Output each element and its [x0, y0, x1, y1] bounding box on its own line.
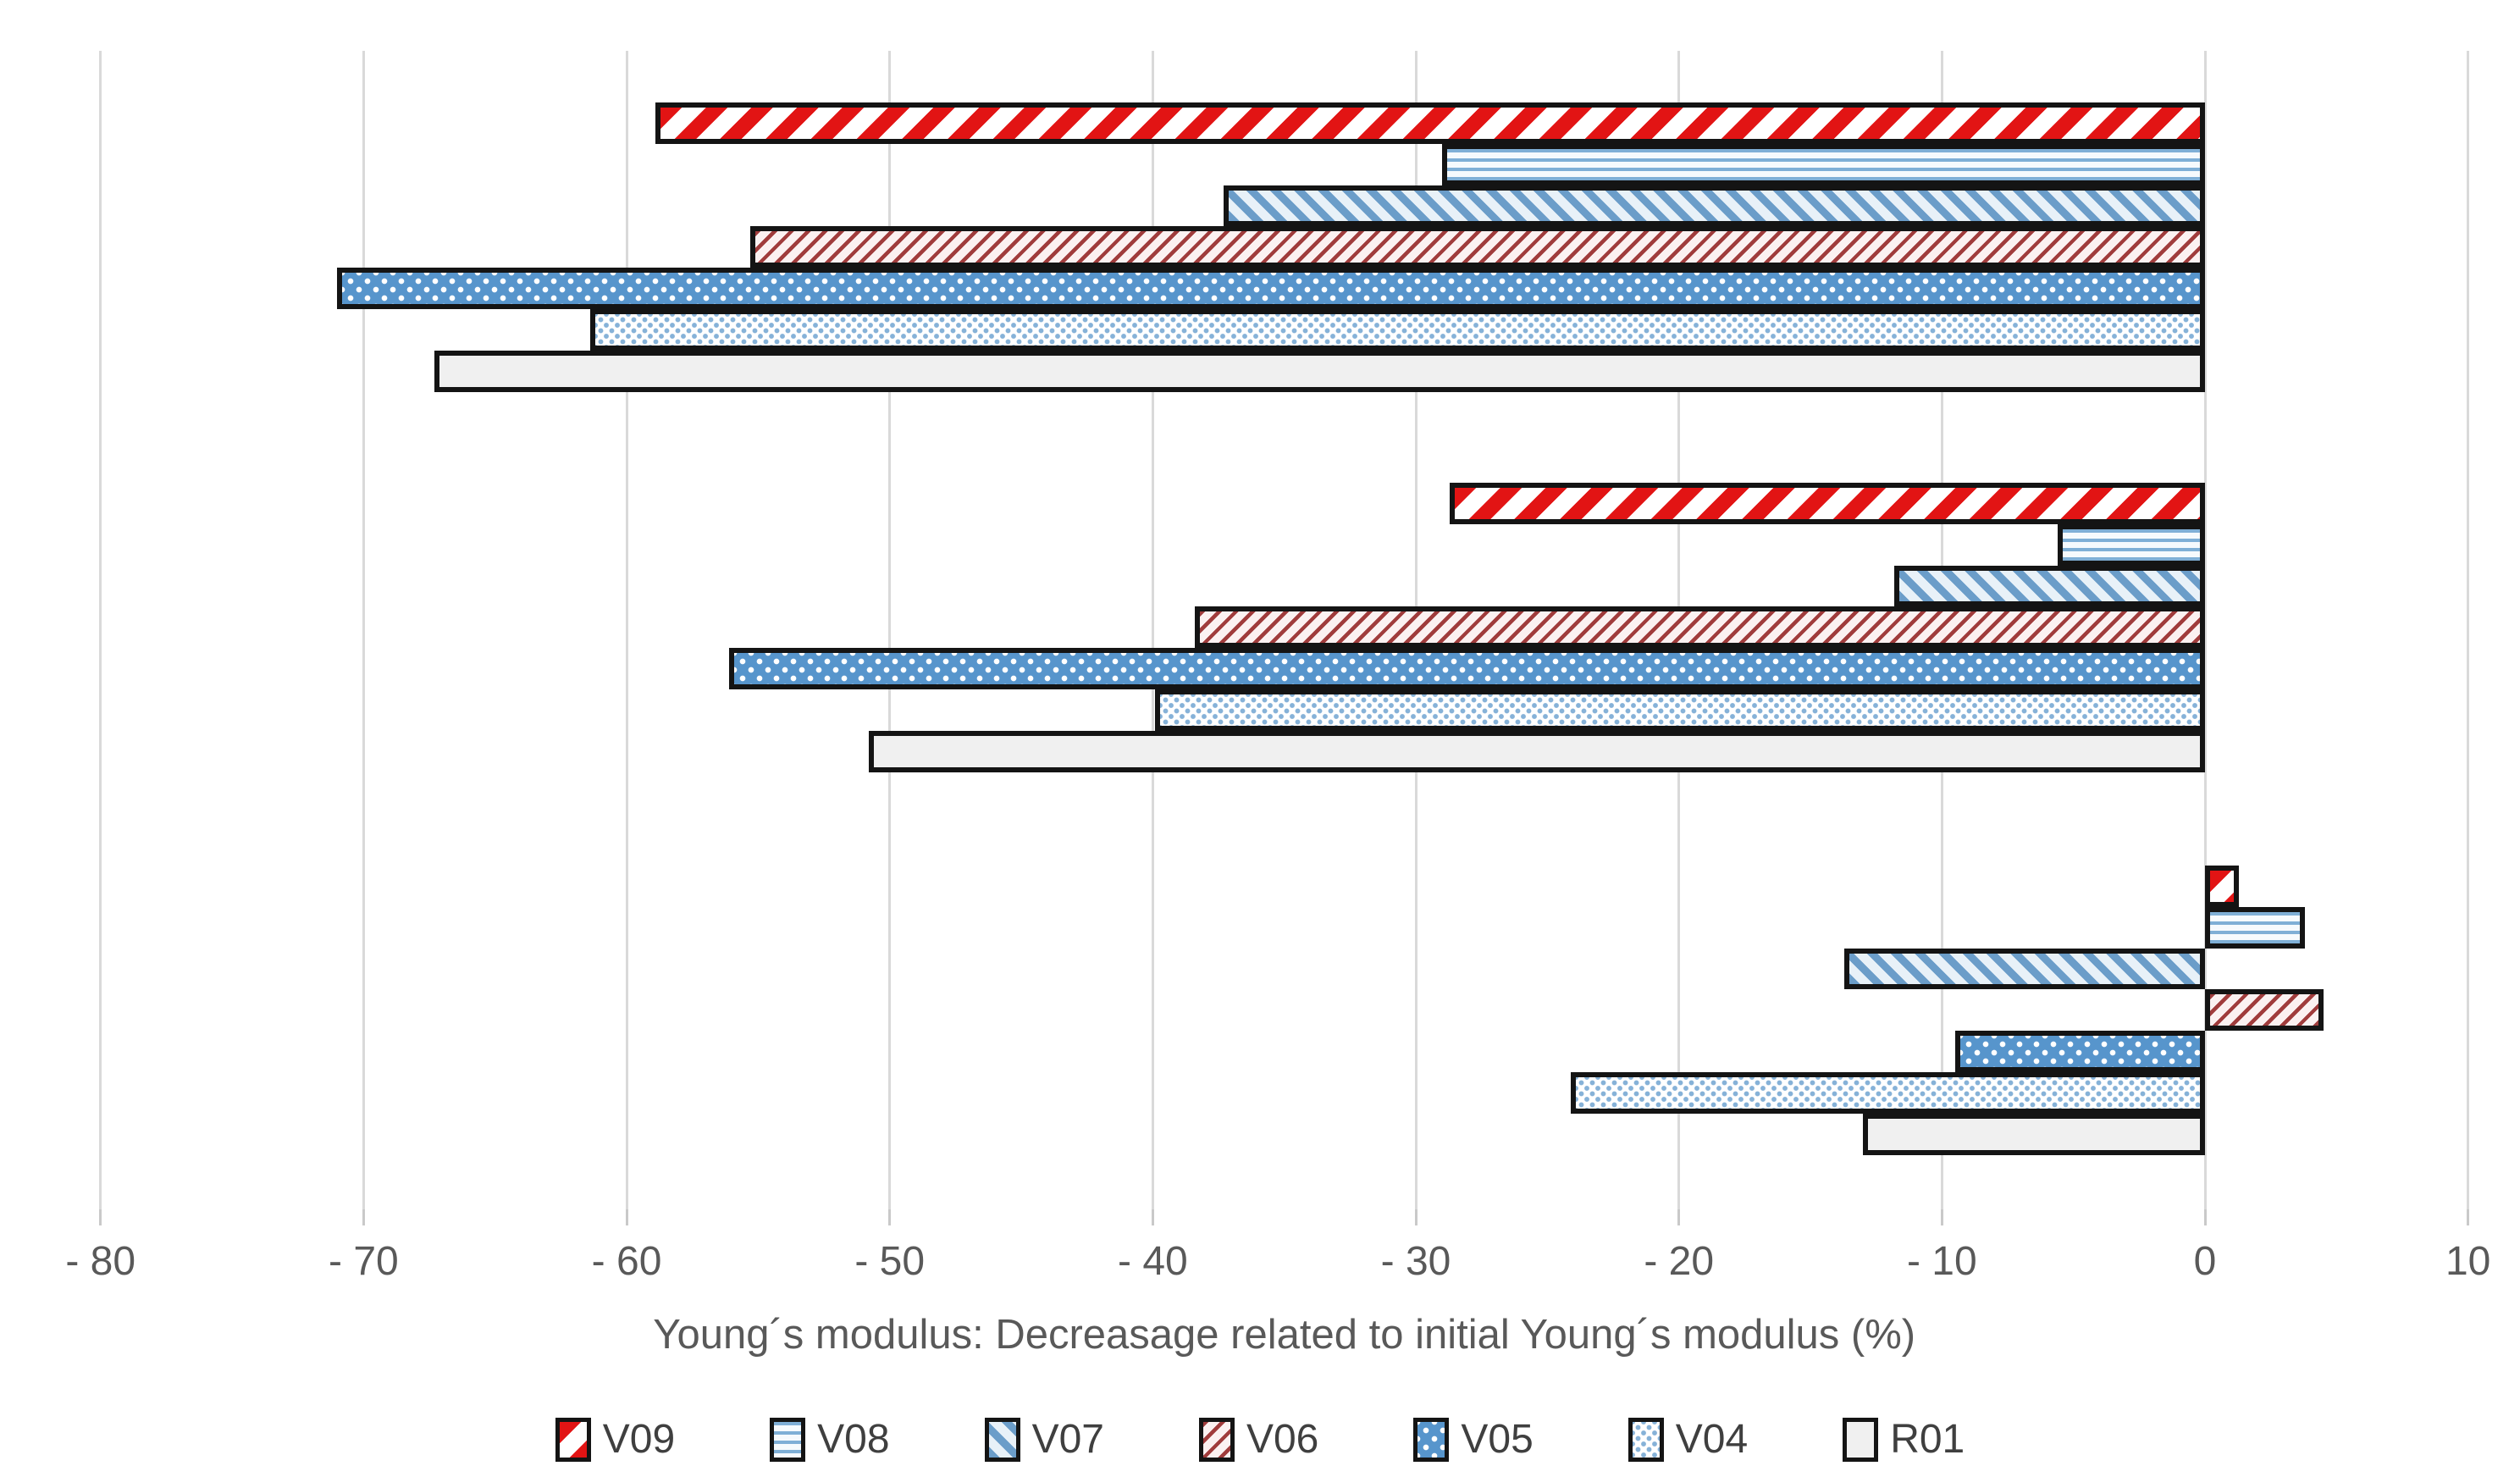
legend-item-v08: V08 [770, 1416, 890, 1463]
x-tick-label--80: - 80 [65, 1239, 136, 1284]
legend-item-v04: V04 [1628, 1416, 1748, 1463]
bar-v06-group-2 [1195, 606, 2205, 649]
legend-swatch-v06 [1198, 1417, 1235, 1462]
x-tick-label--40: - 40 [1118, 1239, 1188, 1284]
x-tick-label-10: 10 [2445, 1239, 2491, 1284]
tick-mark--40 [1151, 1209, 1154, 1225]
bar-r01-group-3 [1863, 1113, 2205, 1155]
gridline-0 [2203, 51, 2207, 1209]
legend-item-v09: V09 [555, 1416, 675, 1463]
bar-v08-group-1 [1442, 143, 2205, 185]
legend-swatch-v05 [1413, 1417, 1450, 1462]
bar-r01-group-1 [434, 350, 2205, 392]
legend-label-v05: V05 [1461, 1417, 1534, 1462]
bar-v07-group-2 [1894, 565, 2205, 607]
bar-v06-group-3 [2205, 989, 2324, 1032]
bar-v04-group-1 [589, 309, 2205, 351]
x-tick-label--70: - 70 [329, 1239, 399, 1284]
bar-v09-group-3 [2205, 866, 2240, 907]
tick-mark-10 [2467, 1209, 2470, 1225]
x-tick-label-0: 0 [2193, 1239, 2217, 1284]
legend-label-v08: V08 [817, 1417, 890, 1462]
bar-v07-group-1 [1224, 185, 2205, 227]
legend-swatch-v04 [1628, 1417, 1664, 1462]
tick-mark--10 [1940, 1209, 1943, 1225]
gridline--80 [99, 51, 102, 1209]
bar-v04-group-2 [1155, 689, 2205, 731]
bar-v04-group-3 [1571, 1072, 2205, 1114]
tick-mark--80 [99, 1209, 102, 1225]
legend-item-v07: V07 [984, 1416, 1104, 1463]
gridline--60 [625, 51, 628, 1209]
tick-mark--20 [1677, 1209, 1681, 1225]
x-tick-label--30: - 30 [1380, 1239, 1451, 1284]
tick-mark--60 [625, 1209, 628, 1225]
x-tick-label--20: - 20 [1644, 1239, 1715, 1284]
legend-label-v07: V07 [1031, 1417, 1104, 1462]
gridline-10 [2467, 51, 2470, 1209]
legend-swatch-r01 [1843, 1417, 1879, 1462]
legend-item-v05: V05 [1413, 1416, 1534, 1463]
x-tick-label--10: - 10 [1906, 1239, 1977, 1284]
legend-item-r01: R01 [1843, 1416, 1965, 1463]
legend-item-v06: V06 [1198, 1416, 1319, 1463]
x-tick-label--50: - 50 [854, 1239, 926, 1284]
legend-swatch-v07 [984, 1417, 1020, 1462]
bar-v05-group-1 [337, 268, 2205, 309]
legend-label-v06: V06 [1246, 1417, 1319, 1462]
bar-v05-group-3 [1954, 1031, 2205, 1072]
x-axis-title: Young´s modulus: Decreasage related to i… [653, 1312, 1916, 1358]
legend-label-v04: V04 [1675, 1417, 1749, 1462]
bar-r01-group-2 [868, 730, 2205, 772]
tick-mark--50 [888, 1209, 892, 1225]
bar-v06-group-1 [750, 226, 2205, 268]
legend-swatch-v09 [555, 1417, 591, 1462]
legend-label-v09: V09 [602, 1417, 676, 1462]
legend-swatch-v08 [770, 1417, 806, 1462]
tick-mark-0 [2203, 1209, 2207, 1225]
gridline--40 [1151, 51, 1154, 1209]
gridline--50 [888, 51, 892, 1209]
bar-v08-group-2 [2058, 523, 2205, 566]
x-tick-label--60: - 60 [591, 1239, 662, 1284]
bar-v09-group-1 [655, 102, 2205, 144]
bar-v09-group-2 [1450, 483, 2205, 524]
tick-mark--70 [362, 1209, 365, 1225]
bar-v05-group-2 [729, 648, 2205, 689]
gridline--70 [362, 51, 365, 1209]
tick-mark--30 [1414, 1209, 1418, 1225]
bar-v07-group-3 [1844, 948, 2205, 990]
bar-v08-group-3 [2205, 906, 2306, 949]
legend: V09 V08 V07 V06 V05 V04 R01 [0, 1416, 2520, 1463]
legend-label-r01: R01 [1890, 1417, 1965, 1462]
